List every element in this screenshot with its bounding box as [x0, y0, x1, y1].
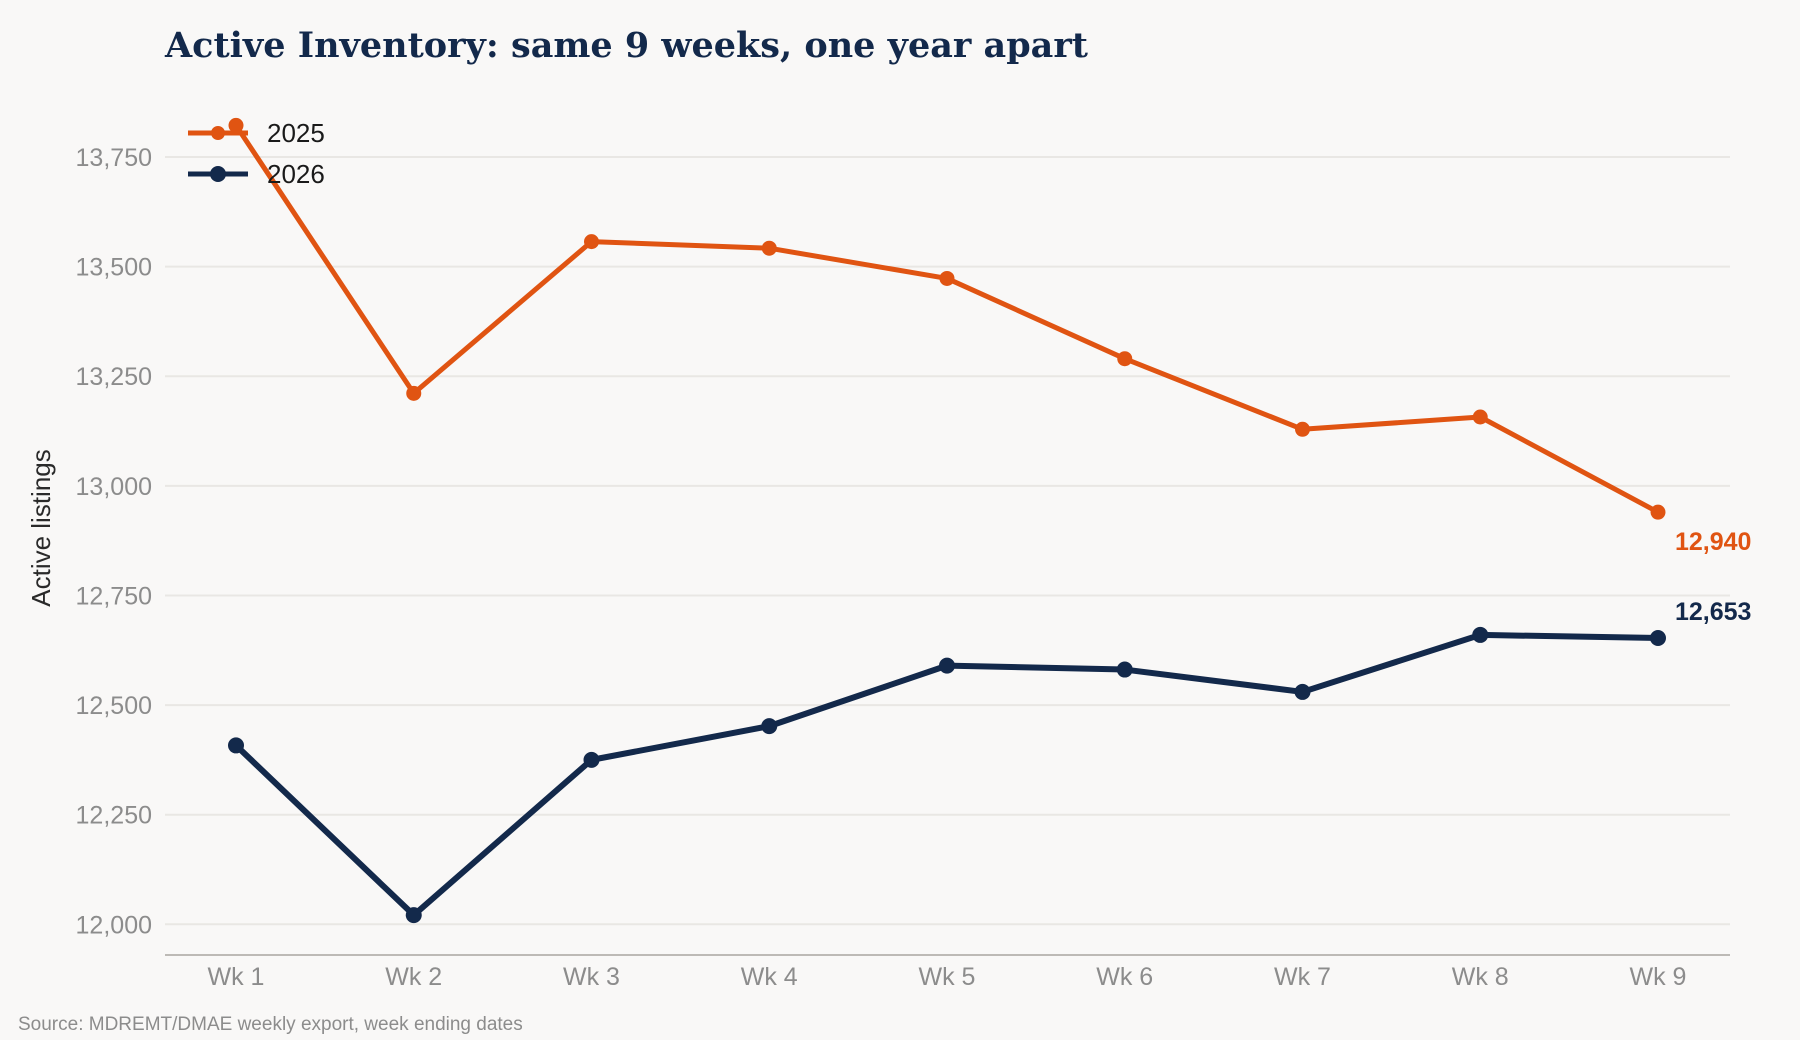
- y-tick-label: 12,750: [76, 582, 152, 610]
- legend-label-2026: 2026: [267, 159, 325, 189]
- data-point-2025: [406, 385, 422, 401]
- x-axis-ticks: Wk 1 Wk 2 Wk 3 Wk 4 Wk 5 Wk 6 Wk 7 Wk 8 Wk 9: [208, 963, 1687, 991]
- data-point-2026: [1116, 661, 1133, 678]
- data-point-2025: [228, 117, 244, 133]
- data-point-2025: [584, 234, 599, 250]
- x-tick-label: Wk 6: [1096, 963, 1153, 991]
- data-point-2026: [761, 718, 778, 735]
- series-line-2026: [233, 631, 1659, 919]
- y-tick-label: 12,250: [76, 802, 152, 830]
- legend-label-2025: 2025: [267, 118, 325, 148]
- data-point-2026: [1294, 683, 1311, 700]
- y-tick-label: 13,000: [76, 473, 152, 501]
- end-label-2026: 12,653: [1675, 598, 1751, 626]
- series-line-2025: [233, 124, 1660, 515]
- series-layer: [228, 117, 1666, 924]
- gridlines: [165, 156, 1730, 926]
- data-point-2026: [405, 907, 422, 924]
- end-label-2025: 12,940: [1675, 528, 1751, 556]
- x-tick-label: Wk 4: [741, 963, 798, 991]
- data-point-2026: [1650, 629, 1666, 646]
- data-point-2026: [939, 657, 955, 674]
- data-point-2025: [1117, 351, 1133, 367]
- x-tick-label: Wk 2: [385, 963, 442, 991]
- legend-item-2026: 2026: [188, 159, 325, 189]
- y-axis-ticks: 12,000 12,250 12,500 12,750 13,000 13,250 13,5…: [76, 144, 152, 939]
- y-tick-label: 13,500: [76, 254, 152, 282]
- data-point-2025: [1295, 421, 1310, 437]
- legend-marker-2026: [210, 166, 226, 182]
- x-tick-label: Wk 5: [919, 963, 976, 991]
- y-tick-label: 12,000: [76, 911, 152, 939]
- y-tick-label: 13,750: [76, 144, 152, 172]
- data-point-2025: [1472, 409, 1488, 425]
- data-point-2026: [1472, 626, 1489, 643]
- x-tick-label: Wk 3: [563, 963, 620, 991]
- y-tick-label: 12,500: [76, 692, 152, 720]
- series-2025: [228, 117, 1666, 520]
- series-2026: [228, 626, 1666, 924]
- data-point-2025: [761, 240, 777, 256]
- legend-marker-2025: [211, 126, 225, 140]
- legend: 2025 2026: [188, 118, 325, 189]
- y-tick-label: 13,250: [76, 363, 152, 391]
- data-point-2025: [1650, 504, 1666, 520]
- legend-item-2025: 2025: [188, 118, 325, 148]
- data-point-2026: [583, 751, 600, 768]
- data-point-2025: [939, 270, 955, 286]
- chart-title: Active Inventory: same 9 weeks, one year…: [164, 25, 1088, 66]
- y-axis-label: Active listings: [26, 449, 56, 607]
- x-tick-label: Wk 8: [1452, 963, 1509, 991]
- x-tick-label: Wk 1: [208, 963, 265, 991]
- x-tick-label: Wk 7: [1274, 963, 1331, 991]
- source-note: Source: MDREMT/DMAE weekly export, week …: [18, 1014, 523, 1035]
- data-point-2026: [228, 737, 244, 754]
- x-tick-label: Wk 9: [1630, 963, 1687, 991]
